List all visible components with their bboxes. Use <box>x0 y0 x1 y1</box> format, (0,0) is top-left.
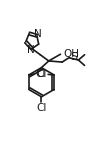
Text: N: N <box>27 45 35 55</box>
Text: OH: OH <box>63 49 79 59</box>
Text: N: N <box>34 29 41 39</box>
Text: Cl: Cl <box>36 69 46 79</box>
Text: S: S <box>70 52 77 62</box>
Text: Cl: Cl <box>36 69 46 79</box>
Text: Cl: Cl <box>36 103 47 113</box>
